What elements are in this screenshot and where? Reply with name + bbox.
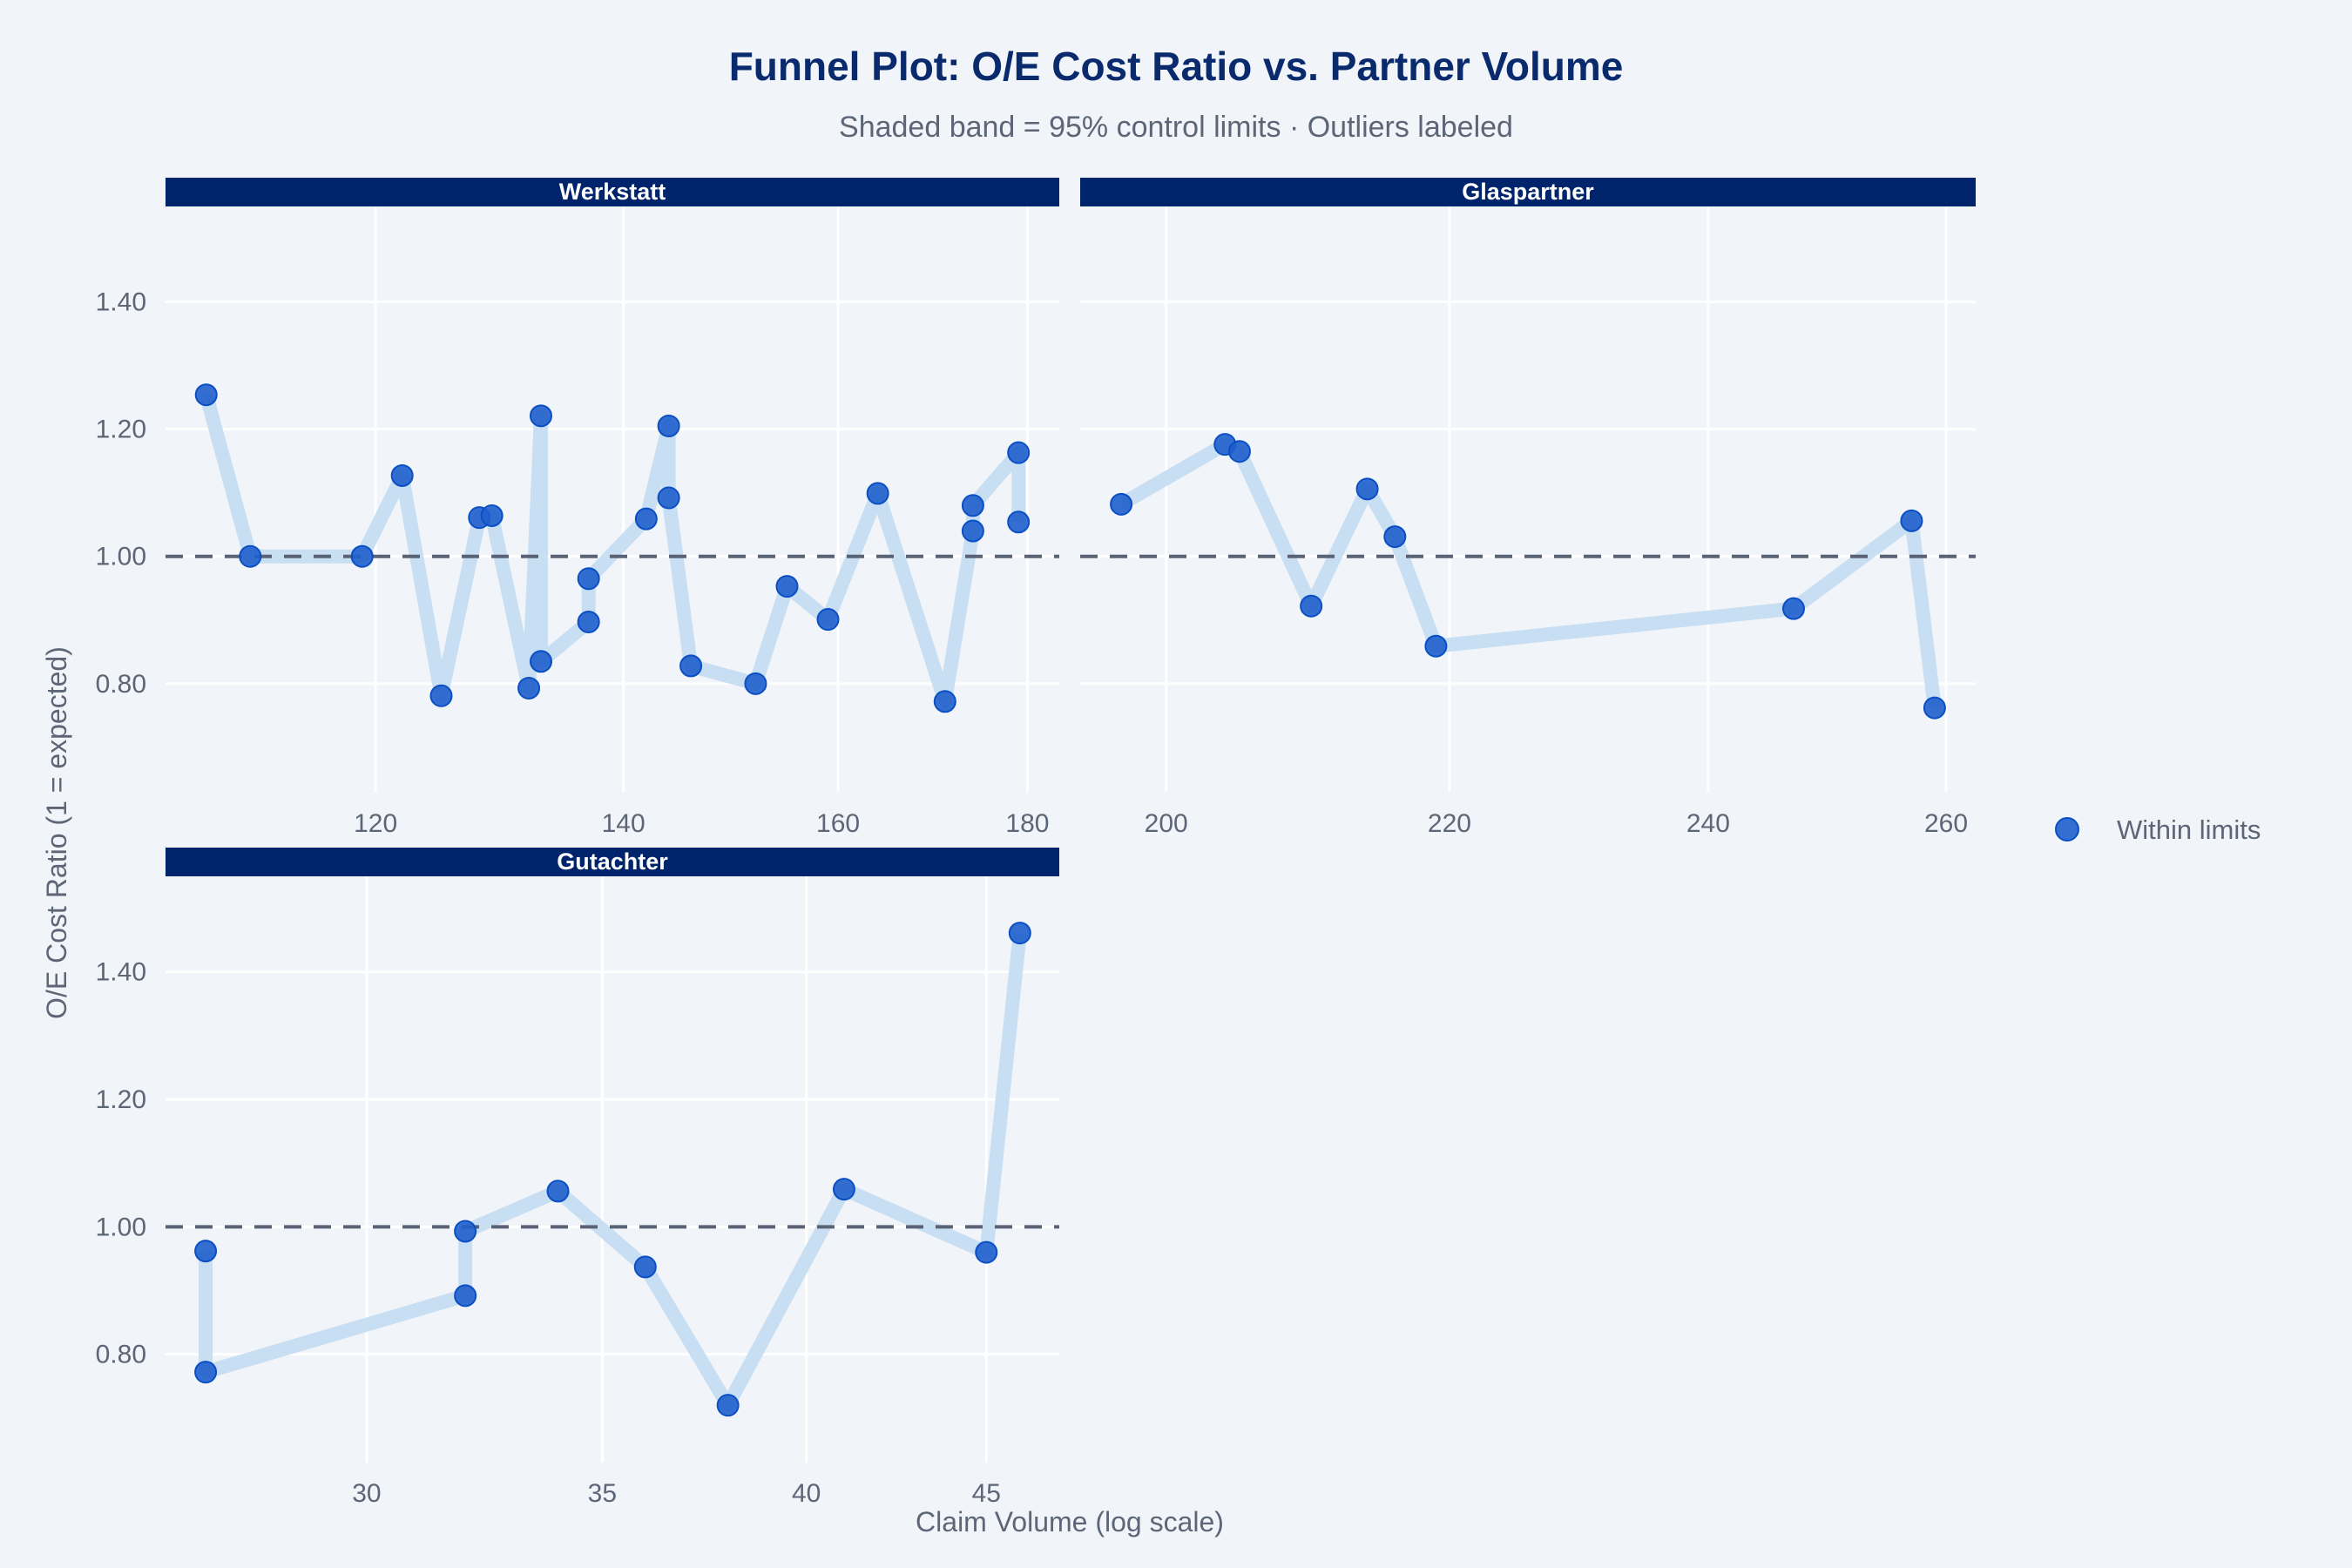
legend-label: Within limits xyxy=(2117,814,2261,845)
panel-werkstatt: Werkstatt 0.80 1.00 1.20 1.40 120 140 160 180 xyxy=(96,178,1059,838)
y-tick-label: 0.80 xyxy=(96,1341,146,1369)
data-point xyxy=(1300,594,1323,618)
data-point xyxy=(454,1220,477,1243)
data-point xyxy=(657,415,680,437)
data-point xyxy=(529,404,552,428)
chart-title: Funnel Plot: O/E Cost Ratio vs. Partner … xyxy=(729,44,1624,89)
panel-gutachter: Gutachter 0.80 1.00 1.20 1.40 30 35 40 45 xyxy=(96,848,1059,1508)
data-point xyxy=(679,654,703,678)
facet-label: Glaspartner xyxy=(1462,179,1594,205)
x-tick-label: 40 xyxy=(792,1479,821,1508)
x-axis-title: Claim Volume (log scale) xyxy=(916,1506,1224,1538)
data-point xyxy=(1781,597,1805,620)
x-tick-label: 120 xyxy=(354,809,397,838)
legend[interactable]: Within limits xyxy=(2055,814,2261,845)
data-point xyxy=(194,383,218,407)
control-limit-band xyxy=(199,393,1026,709)
data-point xyxy=(480,504,504,527)
data-point xyxy=(775,575,799,598)
facet-label: Gutachter xyxy=(557,848,668,875)
data-point xyxy=(657,486,680,510)
data-point xyxy=(517,676,541,700)
data-point xyxy=(866,482,889,505)
data-point xyxy=(1424,634,1448,658)
data-point xyxy=(1008,922,1031,945)
facet-label: Werkstatt xyxy=(559,179,666,205)
chart-subtitle: Shaded band = 95% control limits · Outli… xyxy=(839,111,1513,144)
data-point xyxy=(1900,509,1923,532)
data-point xyxy=(716,1394,740,1417)
x-tick-label: 240 xyxy=(1686,809,1730,838)
data-point xyxy=(961,519,984,543)
data-point xyxy=(1355,477,1379,501)
data-point xyxy=(1923,696,1946,720)
data-point xyxy=(744,672,767,695)
x-tick-label: 220 xyxy=(1428,809,1471,838)
facet-strip xyxy=(166,848,1059,876)
panel-glaspartner: Glaspartner 200 220 240 260 xyxy=(1080,178,1976,838)
data-point xyxy=(239,544,262,568)
data-point xyxy=(194,1240,218,1263)
x-tick-label: 30 xyxy=(352,1479,381,1508)
data-point xyxy=(1110,492,1133,516)
data-point xyxy=(634,507,658,531)
control-limit-band xyxy=(1118,437,1942,709)
data-point xyxy=(975,1240,998,1264)
data-point xyxy=(546,1179,570,1203)
facet-panels: Werkstatt 0.80 1.00 1.20 1.40 120 140 160 180 Gla… xyxy=(96,178,1976,1508)
x-tick-label: 35 xyxy=(588,1479,617,1508)
legend-marker xyxy=(2055,817,2079,841)
data-point xyxy=(350,544,374,568)
x-tick-label: 45 xyxy=(972,1479,1001,1508)
control-limit-band xyxy=(199,932,1027,1413)
x-tick-label: 260 xyxy=(1924,809,1968,838)
data-point xyxy=(194,1361,218,1384)
y-tick-label: 0.80 xyxy=(96,670,146,699)
data-point xyxy=(454,1284,477,1308)
data-point xyxy=(1007,441,1031,464)
x-tick-label: 140 xyxy=(602,809,645,838)
y-tick-label: 1.40 xyxy=(96,288,146,317)
data-point xyxy=(1383,525,1407,549)
facet-strip xyxy=(166,178,1059,206)
data-point xyxy=(933,690,956,713)
data-point xyxy=(633,1255,657,1279)
data-point xyxy=(816,608,840,632)
data-point xyxy=(577,567,600,591)
data-point xyxy=(832,1178,855,1201)
y-axis-title: O/E Cost Ratio (1 = expected) xyxy=(41,646,72,1019)
y-tick-label: 1.40 xyxy=(96,958,146,987)
data-point xyxy=(529,650,552,673)
y-tick-label: 1.20 xyxy=(96,1085,146,1114)
y-tick-label: 1.00 xyxy=(96,1213,146,1241)
data-point xyxy=(429,684,453,707)
data-point xyxy=(1227,440,1251,463)
y-tick-label: 1.00 xyxy=(96,543,146,571)
x-tick-label: 160 xyxy=(816,809,860,838)
y-tick-label: 1.20 xyxy=(96,416,146,444)
x-tick-label: 180 xyxy=(1005,809,1049,838)
x-tick-label: 200 xyxy=(1145,809,1188,838)
data-point xyxy=(961,494,984,517)
facet-strip xyxy=(1080,178,1976,206)
data-point xyxy=(390,463,414,487)
data-point xyxy=(1007,510,1031,534)
data-point xyxy=(577,610,600,633)
